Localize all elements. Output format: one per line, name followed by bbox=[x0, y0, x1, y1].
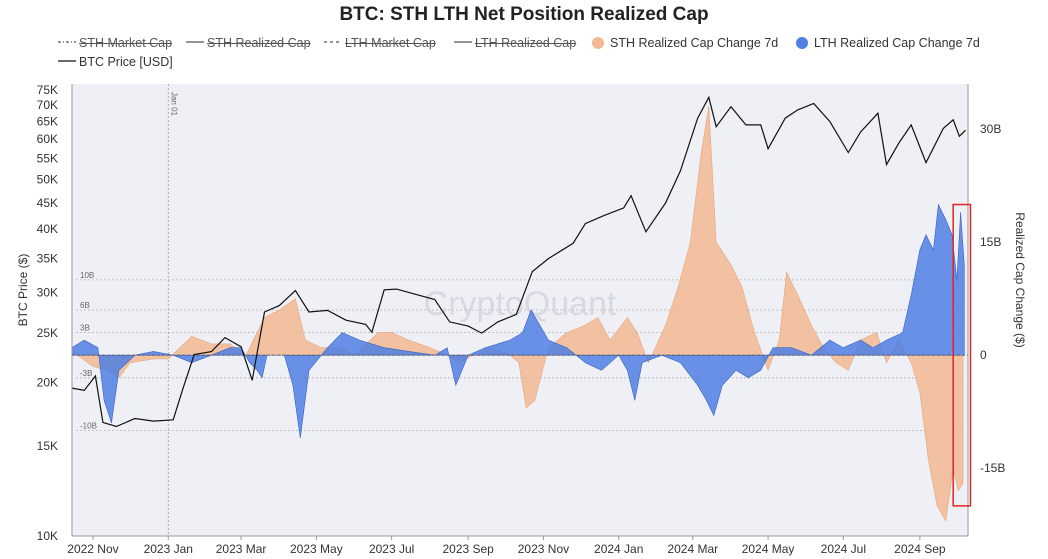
y-right-tick-label: 30B bbox=[980, 122, 1001, 136]
legend-item[interactable]: LTH Realized Cap bbox=[454, 36, 576, 50]
chart-title: BTC: STH LTH Net Position Realized Cap bbox=[339, 4, 709, 25]
btc-price-line bbox=[71, 95, 966, 428]
legend-item[interactable]: STH Market Cap bbox=[58, 36, 172, 50]
x-tick-label: 2024 May bbox=[742, 542, 795, 556]
y-left-tick-label: 45K bbox=[37, 196, 58, 210]
y-left-tick-label: 25K bbox=[37, 326, 58, 340]
y-left-tick-label: 50K bbox=[37, 173, 58, 187]
x-tick-label: 2023 Jul bbox=[369, 542, 414, 556]
lth-realized-cap-change-area bbox=[71, 203, 965, 439]
legend-item[interactable]: STH Realized Cap Change 7d bbox=[592, 36, 778, 50]
x-tick-label: 2024 Sep bbox=[894, 542, 946, 556]
legend-line-icon bbox=[454, 41, 472, 43]
y-left-tick-label: 15K bbox=[37, 439, 58, 453]
x-tick-label: 2023 Mar bbox=[216, 542, 267, 556]
y-left-tick-label: 60K bbox=[37, 132, 58, 146]
legend-label: LTH Realized Cap Change 7d bbox=[814, 36, 980, 50]
legend-line-icon bbox=[58, 41, 76, 43]
x-tick-label: 2024 Jan bbox=[594, 542, 643, 556]
guide-label: 10B bbox=[80, 271, 94, 280]
x-tick-label: 2022 Nov bbox=[67, 542, 118, 556]
guide-label: 6B bbox=[80, 301, 90, 310]
y-left-tick-label: 75K bbox=[37, 83, 58, 97]
y-right-tick-label: 0 bbox=[980, 348, 987, 362]
y-left-tick-label: 65K bbox=[37, 115, 58, 129]
legend-line-icon bbox=[324, 41, 342, 43]
x-tick-label: 2024 Jul bbox=[821, 542, 866, 556]
annotation-label: Jan 01 bbox=[169, 92, 178, 117]
guide-label: -3B bbox=[80, 369, 92, 378]
y-left-axis-label: BTC Price ($) bbox=[16, 254, 30, 327]
x-tick-label: 2023 Nov bbox=[518, 542, 569, 556]
legend-marker-icon bbox=[796, 37, 808, 49]
y-left-tick-label: 55K bbox=[37, 152, 58, 166]
y-left-tick-label: 35K bbox=[37, 252, 58, 266]
y-left-tick-label: 70K bbox=[37, 98, 58, 112]
legend-item[interactable]: BTC Price [USD] bbox=[58, 55, 173, 69]
legend-item[interactable]: STH Realized Cap bbox=[186, 36, 311, 50]
y-left-tick-label: 10K bbox=[37, 529, 58, 543]
legend-line-icon bbox=[58, 60, 76, 62]
x-tick-label: 2023 May bbox=[290, 542, 343, 556]
y-left-tick-label: 20K bbox=[37, 376, 58, 390]
y-right-tick-label: -15B bbox=[980, 461, 1005, 475]
x-tick-label: 2024 Mar bbox=[667, 542, 718, 556]
y-left-tick-label: 30K bbox=[37, 286, 58, 300]
guide-label: 3B bbox=[80, 324, 90, 333]
legend-line-icon bbox=[186, 41, 204, 43]
x-tick-label: 2023 Jan bbox=[144, 542, 193, 556]
legend-item[interactable]: LTH Realized Cap Change 7d bbox=[796, 36, 980, 50]
legend-label: STH Realized Cap Change 7d bbox=[610, 36, 779, 50]
x-tick-label: 2023 Sep bbox=[442, 542, 494, 556]
y-right-tick-label: 15B bbox=[980, 235, 1001, 249]
legend-label: STH Realized Cap bbox=[207, 36, 311, 50]
legend-marker-icon bbox=[592, 37, 604, 49]
y-right-axis-label: Realized Cap Change ($) bbox=[1013, 212, 1027, 347]
legend-label: BTC Price [USD] bbox=[79, 55, 173, 69]
legend-label: LTH Market Cap bbox=[345, 36, 436, 50]
legend-label: LTH Realized Cap bbox=[475, 36, 577, 50]
legend-item[interactable]: LTH Market Cap bbox=[324, 36, 436, 50]
legend-label: STH Market Cap bbox=[79, 36, 173, 50]
guide-label: -10B bbox=[80, 422, 97, 431]
highlight-box bbox=[952, 203, 972, 507]
y-left-tick-label: 40K bbox=[37, 222, 58, 236]
